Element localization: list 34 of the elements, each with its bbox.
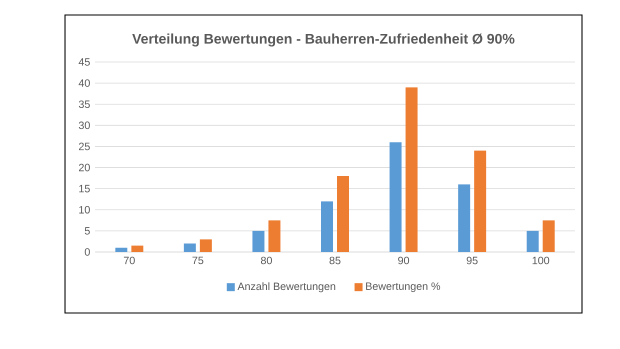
bar bbox=[268, 220, 280, 252]
y-tick-label: 25 bbox=[78, 142, 90, 150]
y-tick-label: 5 bbox=[84, 227, 90, 235]
x-tick-label: 70 bbox=[124, 256, 135, 264]
y-tick-label: 20 bbox=[78, 164, 90, 172]
bar bbox=[526, 230, 539, 252]
bar bbox=[406, 87, 418, 252]
bar bbox=[542, 220, 555, 252]
x-tick-label: 90 bbox=[398, 256, 410, 264]
bar bbox=[390, 142, 402, 252]
bar bbox=[252, 230, 264, 252]
bar bbox=[131, 246, 144, 252]
y-tick-label: 0 bbox=[84, 248, 90, 256]
bar bbox=[474, 150, 486, 252]
legend-label: Bewertungen % bbox=[366, 282, 440, 292]
x-tick-label: 100 bbox=[532, 256, 550, 264]
y-tick-label: 45 bbox=[78, 58, 90, 66]
y-tick-label: 30 bbox=[78, 122, 90, 130]
y-tick-label: 35 bbox=[78, 100, 90, 108]
x-tick-label: 80 bbox=[260, 256, 272, 264]
bar bbox=[184, 244, 196, 252]
y-tick-label: 40 bbox=[78, 79, 90, 87]
bar bbox=[321, 201, 333, 252]
bar bbox=[200, 239, 212, 252]
bar bbox=[458, 184, 470, 252]
y-tick-label: 15 bbox=[79, 184, 90, 192]
y-tick-label: 10 bbox=[79, 206, 90, 214]
x-tick-label: 75 bbox=[192, 256, 204, 264]
chart-title: Verteilung Bewertungen - Bauherren-Zufriedenheit Ø 90% bbox=[132, 33, 514, 47]
x-tick-label: 85 bbox=[330, 256, 340, 264]
legend-label: Anzahl Bewertungen bbox=[237, 282, 336, 292]
x-tick-label: 95 bbox=[466, 256, 478, 264]
bar bbox=[115, 248, 128, 252]
bar bbox=[337, 176, 349, 252]
